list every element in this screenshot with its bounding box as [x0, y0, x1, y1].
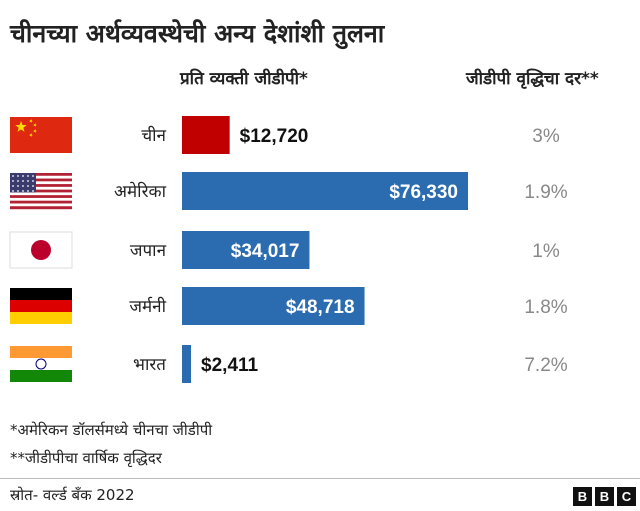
gdp-bar: [182, 287, 365, 325]
usa-flag-stripe: [10, 186, 72, 190]
category-label: अमेरिका: [114, 181, 167, 202]
growth-rate-label: 7.2%: [524, 355, 567, 376]
flag-star-icon: [29, 133, 33, 137]
usa-flag-stripe: [10, 197, 72, 201]
bbc-logo: B B C: [573, 487, 636, 506]
gdp-column-header: प्रति व्यक्ती जीडीपी*: [180, 69, 308, 89]
flag-star-icon: [32, 180, 34, 182]
growth-rate-label: 1%: [532, 241, 560, 262]
flag-star-icon: [32, 185, 34, 187]
india-flag-stripe: [10, 370, 72, 382]
footer-divider: [0, 478, 640, 479]
germany-flag-stripe: [10, 300, 72, 312]
flag-star-icon: [12, 175, 14, 177]
gdp-bar: [182, 172, 468, 210]
source-text: स्रोत- वर्ल्ड बँक 2022: [10, 486, 135, 504]
growth-column-header: जीडीपी वृद्धिचा दर**: [466, 69, 599, 89]
usa-flag-stripe: [10, 178, 72, 182]
chart-title: चीनच्या अर्थव्यवस्थेची अन्य देशांशी तुलन…: [10, 19, 385, 48]
bbc-logo-letter: C: [617, 487, 636, 506]
usa-flag-stripe: [10, 175, 72, 179]
gdp-value-label: $12,720: [240, 126, 309, 147]
flag-star-icon: [12, 180, 14, 182]
flag-star-icon: [17, 190, 19, 192]
usa-flag-stripe: [10, 195, 72, 199]
usa-flag-stripe: [10, 206, 72, 210]
flag-star-icon: [29, 119, 33, 123]
gdp-bar: [182, 345, 192, 383]
category-label: चीन: [141, 125, 166, 146]
bbc-logo-letter: B: [595, 487, 614, 506]
flag-star-icon: [22, 180, 24, 182]
gdp-value-label: $34,017: [231, 241, 300, 262]
flag-star-icon: [33, 129, 37, 133]
germany-flag-stripe: [10, 312, 72, 324]
india-flag-stripe: [10, 358, 72, 370]
flag-star-icon: [27, 175, 29, 177]
gdp-value-label: $2,411: [201, 355, 258, 376]
flag-sun-icon: [31, 240, 51, 260]
usa-flag-stripe: [10, 200, 72, 204]
flag-star-icon: [32, 175, 34, 177]
gdp-value-label: $76,330: [389, 182, 458, 203]
footnote-currency: *अमेरिकन डॉलर्समध्ये चीनचा जीडीपी: [10, 421, 213, 439]
gdp-value-label: $48,718: [286, 297, 355, 318]
growth-rate-label: 1.9%: [524, 182, 567, 203]
usa-flag-stripe: [10, 184, 72, 188]
flag-star-icon: [27, 190, 29, 192]
comparison-chart: चीन $12,720 3% अमेरिका $76,330 1.9% जपान $34,01…: [9, 116, 568, 383]
category-label: जर्मनी: [129, 296, 166, 317]
usa-flag-stripe: [10, 173, 72, 176]
germany-flag-stripe: [10, 288, 72, 300]
flag-star-icon: [27, 185, 29, 187]
bbc-logo-letter: B: [573, 487, 592, 506]
flag-star-icon: [22, 175, 24, 177]
gdp-bar: [182, 116, 230, 154]
flag-star-icon: [32, 190, 34, 192]
usa-flag-stripe: [10, 189, 72, 193]
flag-star-icon: [12, 185, 14, 187]
footnote-growth: **जीडीपीचा वार्षिक वृद्धिदर: [10, 449, 162, 467]
category-label: जपान: [130, 241, 167, 261]
flag-star-icon: [17, 175, 19, 177]
category-label: भारत: [133, 355, 166, 375]
flag-star-icon: [15, 121, 27, 132]
usa-flag-canton: [10, 173, 36, 193]
growth-rate-label: 1.8%: [524, 297, 567, 318]
flag-star-icon: [12, 190, 14, 192]
flag-star-icon: [33, 123, 37, 127]
flag-star-icon: [17, 185, 19, 187]
chakra-icon: [35, 358, 47, 370]
flag-star-icon: [27, 180, 29, 182]
flag-star-icon: [17, 180, 19, 182]
flag-star-icon: [22, 190, 24, 192]
flag-star-icon: [22, 185, 24, 187]
china-flag: [10, 117, 72, 153]
usa-flag-stripe: [10, 203, 72, 207]
india-flag-stripe: [10, 346, 72, 358]
usa-flag-stripe: [10, 192, 72, 196]
gdp-bar: [182, 231, 310, 269]
growth-rate-label: 3%: [532, 126, 560, 147]
usa-flag-stripe: [10, 181, 72, 185]
